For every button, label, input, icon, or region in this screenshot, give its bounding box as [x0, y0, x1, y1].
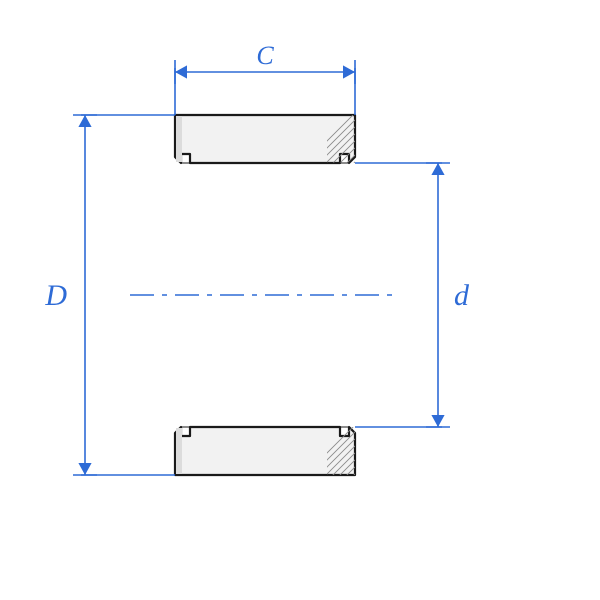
- ring-lower: [175, 427, 355, 475]
- dimension-c: C: [175, 41, 355, 115]
- bearing-cross-section-diagram: C Dd: [0, 0, 600, 600]
- dimension-d-label: d: [454, 279, 470, 312]
- dimension-layer: C Dd: [44, 41, 470, 475]
- dimension-c-label: C: [256, 41, 274, 70]
- ring-upper: [175, 115, 355, 163]
- dimension-D: D: [44, 115, 175, 475]
- dimension-D-label: D: [44, 279, 67, 312]
